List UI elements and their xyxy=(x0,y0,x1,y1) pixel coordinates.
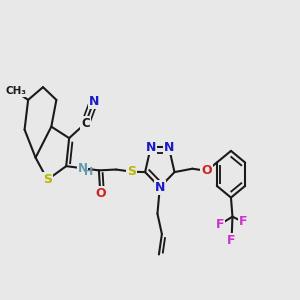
Text: CH₃: CH₃ xyxy=(5,86,26,96)
Text: F: F xyxy=(216,218,224,231)
Text: N: N xyxy=(164,141,174,154)
Text: N: N xyxy=(146,141,156,154)
Text: S: S xyxy=(127,165,136,178)
Text: S: S xyxy=(43,173,52,186)
Text: F: F xyxy=(238,215,247,228)
Text: H: H xyxy=(84,167,94,177)
Text: N: N xyxy=(77,162,88,175)
Text: N: N xyxy=(154,181,165,194)
Text: N: N xyxy=(88,95,99,108)
Text: O: O xyxy=(95,187,106,200)
Text: F: F xyxy=(227,233,236,247)
Text: C: C xyxy=(81,117,90,130)
Text: O: O xyxy=(201,164,212,177)
